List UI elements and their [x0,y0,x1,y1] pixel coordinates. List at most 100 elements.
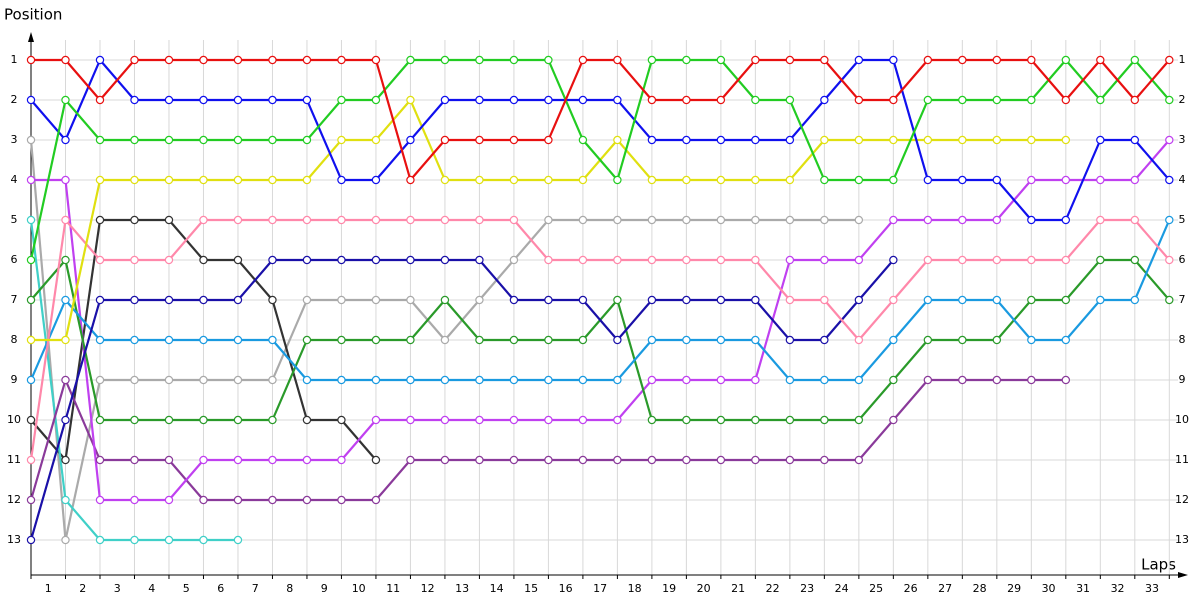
data-point [544,55,553,65]
data-point [716,415,726,425]
data-point [61,335,70,345]
data-point [682,135,691,145]
data-point [613,455,622,465]
data-point [406,375,415,385]
y-tick-label-right: 7 [1179,293,1186,306]
data-point [1096,175,1105,185]
x-tick-label: 28 [973,582,987,595]
x-tick-label: 15 [524,582,538,595]
data-point [923,215,933,225]
data-point [268,95,277,105]
data-point [682,215,691,225]
y-tick-label-right: 6 [1179,253,1186,266]
data-point [923,335,933,345]
data-point [647,455,657,465]
x-tick-label: 20 [697,582,711,595]
data-point [751,455,760,465]
data-point [854,175,864,185]
data-point [95,415,105,425]
series-line [29,258,895,541]
data-point [544,135,553,145]
data-point [302,415,312,425]
data-point [923,175,933,185]
data-point [578,455,588,465]
x-axis-arrow [1178,572,1188,578]
data-point [1027,295,1036,305]
x-tick-label: 33 [1145,582,1159,595]
data-point [854,215,864,225]
data-point [130,535,139,545]
data-point [61,95,70,105]
data-point [268,175,277,185]
y-tick-label: 11 [7,453,21,466]
data-point [164,295,174,305]
data-point [785,255,795,265]
y-tick-label-right: 1 [1179,53,1186,66]
data-point [1096,215,1105,225]
data-point [1165,175,1174,185]
data-point [923,375,933,385]
data-point [854,55,864,65]
data-point [164,95,174,105]
data-point [682,175,691,185]
x-tick-label: 9 [321,582,328,595]
data-point [854,135,864,145]
data-point [1061,255,1071,265]
data-point [268,455,277,465]
data-point [647,295,657,305]
data-point [440,415,450,425]
y-tick-label-right: 4 [1179,173,1186,186]
data-point [1130,255,1140,265]
data-point [233,295,243,305]
data-point [302,295,312,305]
data-point [992,335,1002,345]
data-point [95,135,105,145]
data-point [302,135,312,145]
x-tick-label: 1 [45,582,52,595]
data-point [61,295,70,305]
x-axis-title: Laps [1141,556,1176,574]
data-point [233,255,243,265]
data-point [233,335,243,345]
data-point [785,95,795,105]
data-point [1061,135,1071,145]
data-point [337,455,346,465]
data-point [371,335,381,345]
data-point [958,215,967,225]
data-point [130,215,139,225]
data-point [1027,95,1036,105]
data-point [958,175,967,185]
data-point [406,175,415,185]
data-point [164,455,174,465]
data-point [716,175,726,185]
data-point [199,495,208,505]
data-point [647,255,657,265]
data-point [440,335,450,345]
data-point [958,295,967,305]
data-point [751,55,760,65]
y-tick-label-right: 3 [1179,133,1186,146]
data-point [992,375,1002,385]
data-point [923,55,933,65]
data-point [302,215,312,225]
data-point [302,255,312,265]
data-point [613,215,622,225]
y-tick-label-right: 9 [1179,373,1186,386]
data-point [440,295,450,305]
data-point [268,415,277,425]
data-point [475,175,484,185]
data-point [61,55,70,65]
y-tick-label: 3 [11,133,18,146]
data-point [923,255,933,265]
y-tick-label: 12 [7,493,21,506]
data-point [785,175,795,185]
data-point [26,455,36,465]
data-point [95,95,105,105]
x-tick-label: 24 [835,582,849,595]
data-point [992,95,1002,105]
data-point [751,95,760,105]
data-point [164,255,174,265]
x-tick-label: 4 [148,582,155,595]
data-point [475,295,484,305]
data-point [337,335,346,345]
